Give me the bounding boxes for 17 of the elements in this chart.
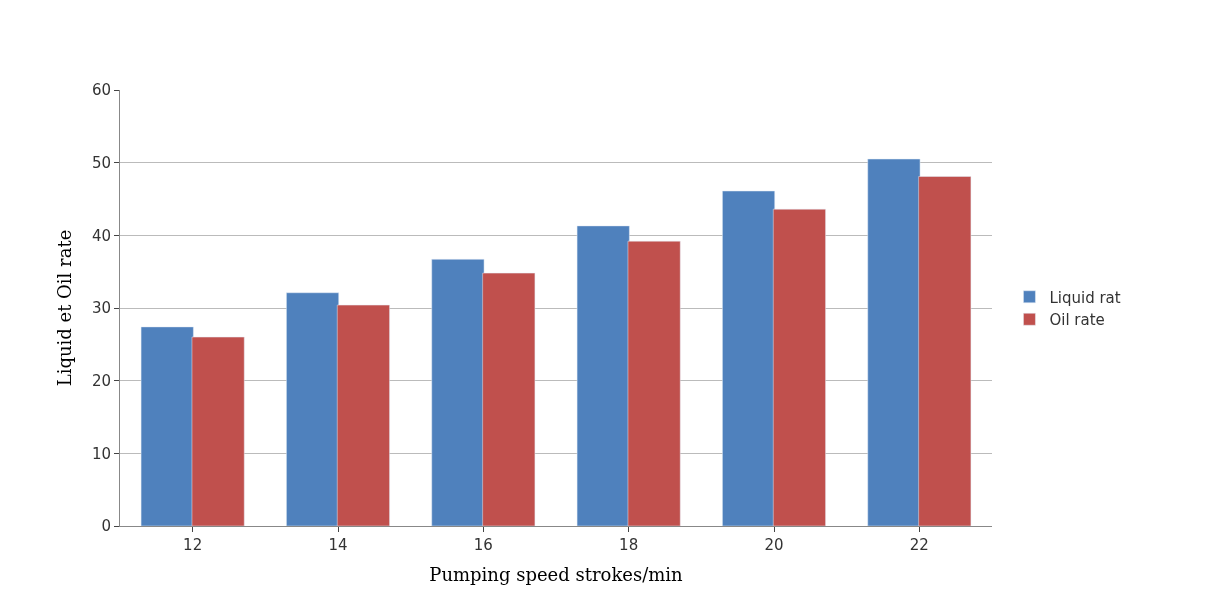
x-tick-label: 14 <box>328 536 348 554</box>
x-axis-title: Pumping speed strokes/min <box>429 564 684 586</box>
y-tick-label: 30 <box>91 299 111 318</box>
x-tick-label: 16 <box>473 536 493 554</box>
legend-label: Liquid rat <box>1049 288 1121 307</box>
legend-label: Oil rate <box>1049 311 1105 330</box>
y-tick-label: 60 <box>91 81 111 100</box>
x-tick-label: 20 <box>764 536 784 554</box>
y-tick-label: 40 <box>91 226 111 245</box>
x-tick-label: 18 <box>619 536 639 554</box>
x-tick-label: 12 <box>183 536 203 554</box>
y-tick-label: 10 <box>91 444 111 463</box>
y-axis-title: Liquid et Oil rate <box>54 229 76 387</box>
x-tick-label: 22 <box>909 536 929 554</box>
y-tick-label: 50 <box>91 153 111 172</box>
y-tick-label: 0 <box>101 517 111 536</box>
y-tick-label: 20 <box>91 371 111 390</box>
